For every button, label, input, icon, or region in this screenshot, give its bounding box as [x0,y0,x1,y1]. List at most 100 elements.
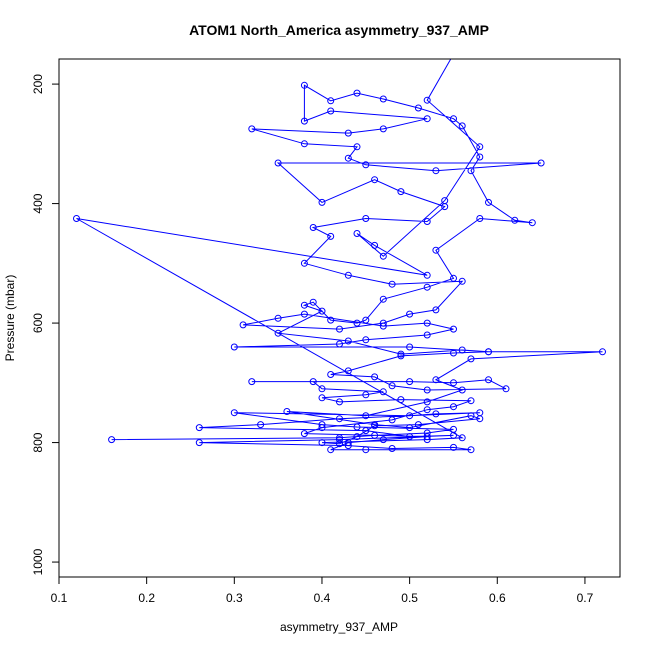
data-point [362,336,370,344]
data-point [309,378,317,386]
y-tick-label: 200 [31,74,45,94]
data-point [458,122,466,130]
data-point [309,298,317,306]
data-point [476,215,484,222]
data-point [371,176,379,184]
data-point [379,319,387,327]
data-point [406,378,414,386]
data-point [300,81,308,89]
y-tick-label: 400 [31,193,45,213]
series-layer [73,59,606,454]
data-point [450,349,457,357]
data-point [353,89,361,97]
data-point [336,325,343,333]
data-point [379,436,387,444]
data-point [423,319,431,327]
data-point [397,350,405,358]
data-point [450,431,457,439]
data-point [257,421,265,429]
data-point [336,398,343,406]
data-point [528,219,536,227]
x-tick-label: 0.6 [489,591,506,605]
data-point [388,445,396,452]
data-point [432,246,440,254]
data-point [379,388,387,396]
data-point [336,415,343,423]
data-point [108,436,116,444]
data-point [537,159,545,167]
data-point [362,316,370,324]
data-point [379,295,387,303]
data-point [327,107,335,115]
data-point [485,348,492,356]
data-point [432,306,440,314]
data-point [318,385,326,393]
data-point [274,314,282,322]
data-point [362,215,370,222]
data-point [230,343,238,351]
x-tick-label: 0.7 [577,591,594,605]
data-point [344,439,352,447]
chart-title: ATOM1 North_America asymmetry_937_AMP [189,22,489,38]
data-point [599,348,606,356]
data-point [362,391,370,399]
data-point [502,385,510,393]
x-tick-label: 0.1 [51,591,68,605]
y-tick-label: 800 [31,432,45,452]
y-axis-label: Pressure (mbar) [3,275,17,362]
data-point [450,274,457,282]
data-point [248,125,256,133]
data-point [397,188,405,196]
data-point [362,161,370,169]
data-point [423,96,431,104]
data-point [467,412,475,420]
data-point [336,440,343,448]
data-point [423,398,431,406]
data-point [353,423,361,431]
x-axis: 0.1 0.2 0.3 0.4 0.5 0.6 0.7 [51,576,594,605]
data-point [406,310,414,318]
data-point [450,443,457,451]
data-point [344,154,352,162]
data-point [450,115,457,123]
data-point [511,216,519,224]
x-axis-label: asymmetry_937_AMP [280,620,398,634]
data-point [432,167,440,175]
data-point [239,321,247,329]
data-point [450,379,457,387]
data-point [318,198,326,206]
data-point [379,95,387,103]
data-point [414,421,422,429]
data-point [379,322,387,330]
y-tick-label: 1000 [31,548,45,575]
data-point [73,215,80,222]
data-point [406,433,414,441]
data-point [423,436,431,444]
data-point [195,439,203,447]
data-point [300,301,308,309]
data-point [353,230,361,237]
data-point [450,403,457,411]
data-point [318,439,326,447]
data-point [327,97,335,105]
data-point [450,325,457,333]
data-point [344,442,352,450]
data-point [432,410,440,418]
plot-area-group [73,59,606,454]
data-point [274,329,282,337]
data-point [441,197,449,205]
data-point [353,433,361,441]
data-point [248,378,256,386]
data-point [388,280,396,288]
data-point [362,427,370,435]
data-point [458,386,466,394]
data-point [423,331,431,339]
data-point [371,373,379,381]
data-point [423,386,431,394]
data-point [414,104,422,112]
data-point [476,153,484,161]
data-point [327,446,335,454]
data-point [467,397,475,405]
data-point [371,422,379,430]
